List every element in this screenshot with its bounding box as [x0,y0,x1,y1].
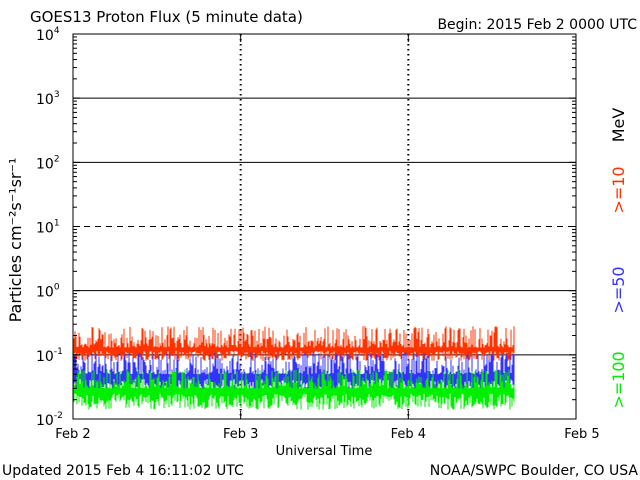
y-axis-label: Particles cm⁻²s⁻¹sr⁻¹ [6,158,25,323]
y-tick-exponent: 1 [54,219,60,229]
y-tick-exponent: 3 [54,90,60,100]
legend-label: >=100 [609,351,628,408]
legend-label: >=10 [609,166,628,213]
y-tick-label: 101 [36,219,60,237]
data-series [72,326,515,410]
y-tick-label: 104 [36,26,60,44]
updated-timestamp: Updated 2015 Feb 4 16:11:02 UTC [2,463,244,479]
credit-label: NOAA/SWPC Boulder, CO USA [430,463,639,479]
y-tick-label: 102 [36,154,60,172]
x-tick-label: Feb 2 [55,427,90,442]
y-tick-exponent: 4 [54,26,60,36]
energy-legend: MeV >=10 >=50 >=100 [609,108,628,409]
legend-label: MeV [609,108,628,143]
y-axis-ticks: 1 0 -2 10-1 100 101 102 103 104 [36,26,576,429]
chart-title: GOES13 Proton Flux (5 minute data) [30,8,303,26]
x-tick-label: Feb 3 [223,427,258,442]
series-ge100 [72,369,515,410]
y-tick-label: 100 [36,283,60,301]
x-tick-label: Feb 5 [564,427,599,442]
x-axis-ticks: Feb 2 Feb 3 Feb 4 Feb 5 [55,34,600,442]
x-axis-label: Universal Time [276,444,373,459]
y-tick-exponent: 2 [54,154,60,164]
y-tick-label: 103 [36,90,60,108]
y-tick-label: 10-1 [36,347,63,365]
threshold-lines [73,97,576,356]
y-tick-exponent: -1 [54,347,63,357]
x-tick-label: Feb 4 [391,427,426,442]
legend-label: >=50 [609,266,628,313]
y-tick-exponent: -2 [54,411,63,421]
begin-label: Begin: 2015 Feb 2 0000 UTC [437,17,637,33]
y-tick-exponent: 0 [54,283,60,293]
